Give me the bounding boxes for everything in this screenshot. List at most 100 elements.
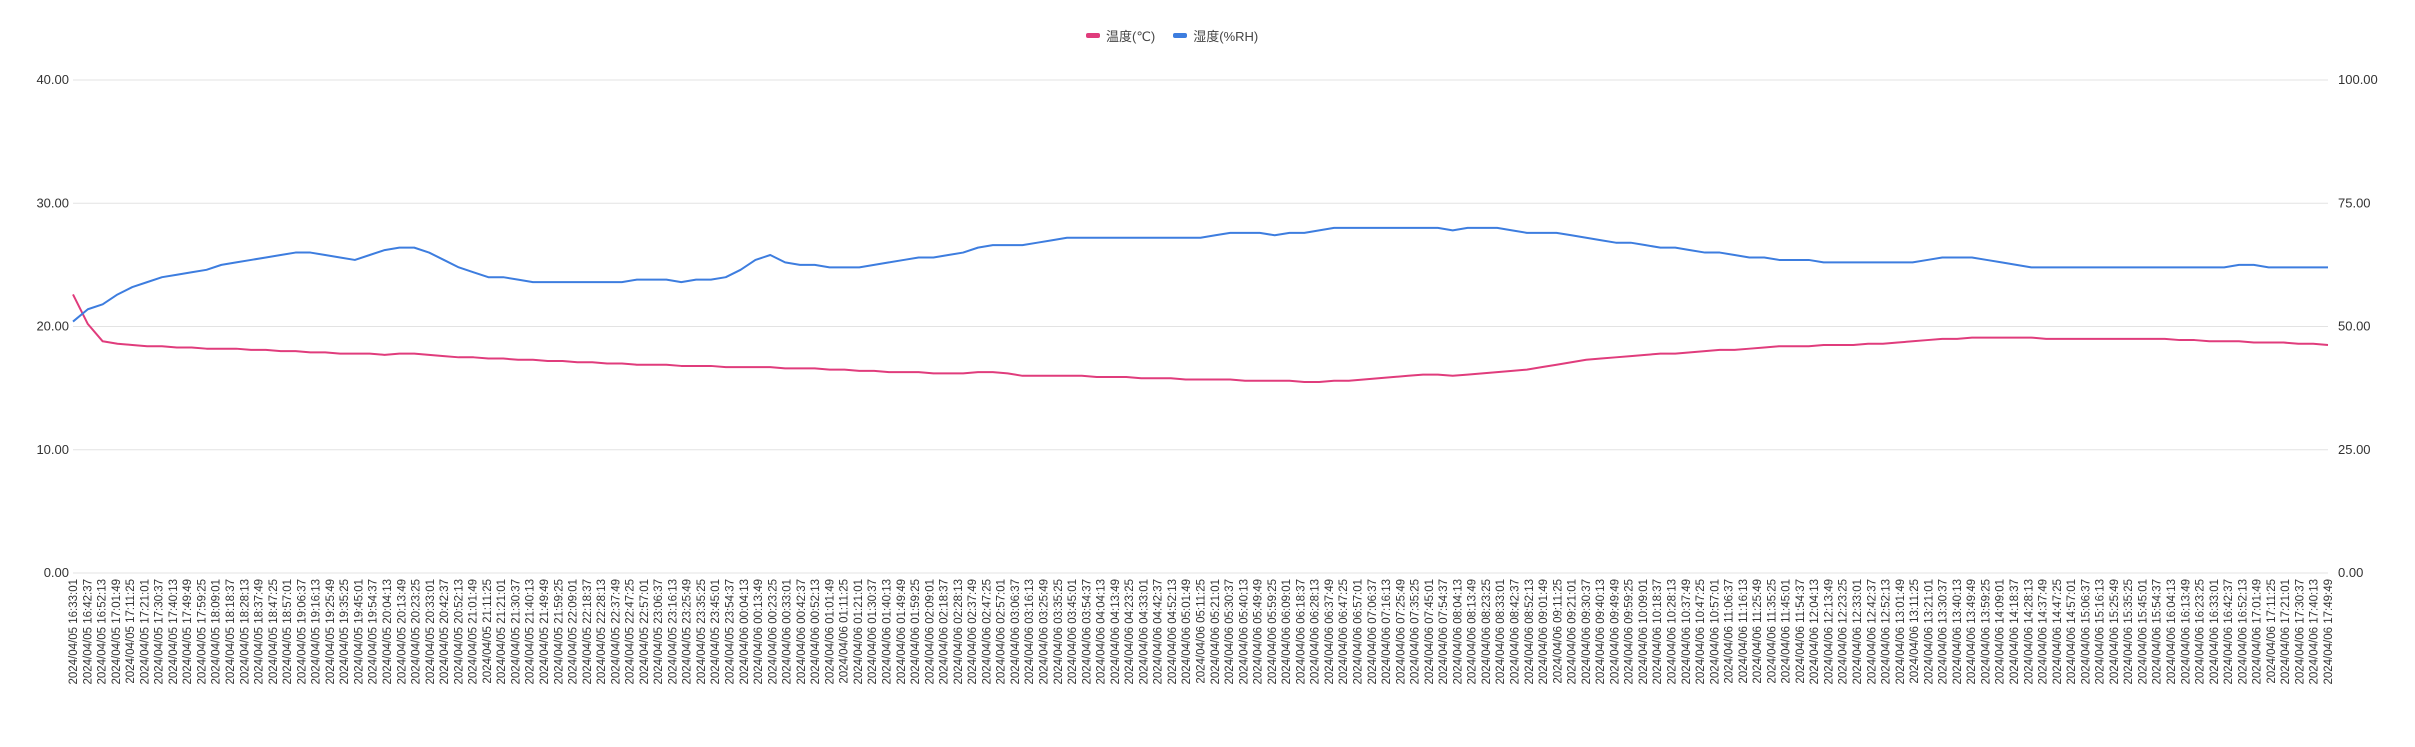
x-tick-label: 2024/04/06 14:18:37 [2009,579,2021,685]
x-tick-label: 2024/04/05 17:01:49 [111,579,123,685]
x-tick-label: 2024/04/06 02:57:01 [996,579,1008,685]
x-tick-label: 2024/04/06 01:30:37 [867,579,879,685]
x-tick-label: 2024/04/05 18:47:25 [268,579,280,685]
y-left-tick-label: 10.00 [36,442,69,457]
x-tick-label: 2024/04/06 06:37:49 [1324,579,1336,685]
x-tick-label: 2024/04/06 14:09:01 [1995,579,2007,685]
x-tick-label: 2024/04/06 09:49:49 [1609,579,1621,685]
x-tick-label: 2024/04/06 16:42:37 [2223,579,2235,685]
x-tick-label: 2024/04/06 03:35:25 [1053,579,1065,685]
x-tick-label: 2024/04/06 09:30:37 [1581,579,1593,685]
x-tick-label: 2024/04/06 05:21:01 [1210,579,1222,685]
legend-item-humidity[interactable]: 湿度(%RH) [1173,26,1258,45]
y-left-tick-label: 20.00 [36,319,69,334]
x-tick-label: 2024/04/05 23:54:37 [725,579,737,685]
legend-swatch-temperature [1086,33,1100,38]
x-tick-label: 2024/04/06 03:06:37 [1010,579,1022,685]
x-tick-label: 2024/04/06 03:25:49 [1039,579,1051,685]
x-tick-label: 2024/04/06 08:04:13 [1452,579,1464,685]
x-tick-label: 2024/04/06 05:40:13 [1238,579,1250,685]
x-tick-label: 2024/04/06 00:33:01 [782,579,794,685]
x-tick-label: 2024/04/06 13:11:25 [1909,579,1921,684]
x-tick-label: 2024/04/06 09:40:13 [1595,579,1607,685]
x-tick-label: 2024/04/06 04:33:01 [1138,579,1150,685]
x-tick-label: 2024/04/05 17:49:49 [182,579,194,685]
x-tick-label: 2024/04/05 20:33:01 [425,579,437,685]
x-tick-label: 2024/04/06 11:54:37 [1795,579,1807,684]
x-tick-label: 2024/04/05 18:18:37 [225,579,237,685]
x-tick-label: 2024/04/05 19:35:25 [339,579,351,685]
x-tick-label: 2024/04/06 13:49:49 [1966,579,1978,685]
x-tick-label: 2024/04/05 22:28:13 [596,579,608,685]
x-tick-label: 2024/04/06 02:47:25 [981,579,993,685]
x-tick-label: 2024/04/06 12:13:49 [1823,579,1835,685]
x-tick-label: 2024/04/05 22:47:25 [625,579,637,685]
x-tick-label: 2024/04/06 07:16:13 [1381,579,1393,685]
x-tick-label: 2024/04/06 13:01:49 [1895,579,1907,685]
x-tick-label: 2024/04/06 14:37:49 [2038,579,2050,685]
x-tick-label: 2024/04/05 21:49:49 [539,579,551,685]
x-tick-label: 2024/04/06 00:42:37 [796,579,808,685]
x-tick-label: 2024/04/05 16:33:01 [68,579,80,685]
x-tick-label: 2024/04/06 17:21:01 [2280,579,2292,685]
x-tick-label: 2024/04/06 06:28:13 [1310,579,1322,685]
x-tick-label: 2024/04/06 03:45:01 [1067,579,1079,685]
legend-swatch-humidity [1173,33,1188,38]
x-tick-label: 2024/04/06 15:25:49 [2109,579,2121,685]
x-tick-label: 2024/04/06 04:52:13 [1167,579,1179,685]
x-tick-label: 2024/04/06 01:11:25 [839,579,851,684]
x-tick-label: 2024/04/05 22:37:49 [610,579,622,685]
x-tick-label: 2024/04/05 20:04:13 [382,579,394,685]
x-tick-label: 2024/04/06 08:33:01 [1495,579,1507,685]
x-tick-label: 2024/04/05 23:06:37 [653,579,665,685]
x-tick-label: 2024/04/06 09:59:25 [1624,579,1636,685]
x-tick-label: 2024/04/06 13:59:25 [1980,579,1992,685]
x-tick-label: 2024/04/05 18:28:13 [239,579,251,685]
x-tick-label: 2024/04/06 04:13:49 [1110,579,1122,685]
x-tick-label: 2024/04/06 12:23:25 [1838,579,1850,685]
x-tick-label: 2024/04/05 23:25:49 [682,579,694,685]
y-left-tick-label: 30.00 [36,195,69,210]
x-tick-label: 2024/04/06 08:42:37 [1509,579,1521,685]
x-tick-label: 2024/04/06 10:37:49 [1681,579,1693,685]
x-tick-label: 2024/04/06 02:18:37 [939,579,951,685]
legend-label-temperature: 温度(℃) [1106,29,1156,44]
x-tick-label: 2024/04/06 07:45:01 [1424,579,1436,685]
x-tick-label: 2024/04/05 22:57:01 [639,579,651,685]
x-tick-label: 2024/04/06 16:33:01 [2209,579,2221,685]
x-tick-label: 2024/04/06 12:04:13 [1809,579,1821,685]
x-tick-label: 2024/04/06 15:35:25 [2123,579,2135,685]
x-tick-label: 2024/04/06 06:18:37 [1295,579,1307,685]
x-tick-label: 2024/04/05 21:59:25 [553,579,565,685]
x-tick-label: 2024/04/06 04:04:13 [1096,579,1108,685]
x-tick-label: 2024/04/05 19:45:01 [353,579,365,685]
x-tick-label: 2024/04/06 17:30:37 [2294,579,2306,685]
x-tick-label: 2024/04/06 10:09:01 [1638,579,1650,685]
x-tick-label: 2024/04/06 11:25:49 [1752,579,1764,684]
x-tick-label: 2024/04/06 08:23:25 [1481,579,1493,685]
x-tick-label: 2024/04/06 03:16:13 [1024,579,1036,685]
x-tick-label: 2024/04/06 08:52:13 [1524,579,1536,685]
x-tick-label: 2024/04/05 16:52:13 [97,579,109,685]
x-tick-label: 2024/04/06 00:23:25 [767,579,779,685]
x-tick-label: 2024/04/06 10:18:37 [1652,579,1664,685]
x-tick-label: 2024/04/06 08:13:49 [1467,579,1479,685]
y-right-tick-label: 0.00 [2338,565,2363,580]
x-tick-label: 2024/04/06 05:30:37 [1224,579,1236,685]
x-tick-label: 2024/04/05 19:16:13 [311,579,323,685]
x-tick-label: 2024/04/05 22:09:01 [568,579,580,685]
x-tick-label: 2024/04/05 23:16:13 [667,579,679,685]
legend-item-temperature[interactable]: 温度(℃) [1086,26,1155,45]
x-tick-label: 2024/04/06 02:09:01 [924,579,936,685]
y-right-tick-label: 25.00 [2338,442,2371,457]
x-tick-label: 2024/04/05 20:23:25 [411,579,423,685]
x-tick-label: 2024/04/05 20:52:13 [453,579,465,685]
x-tick-label: 2024/04/06 17:49:49 [2323,579,2335,685]
x-tick-label: 2024/04/06 01:21:01 [853,579,865,685]
chart-legend: 温度(℃) 湿度(%RH) [1086,26,1258,45]
x-tick-label: 2024/04/06 03:54:37 [1081,579,1093,685]
x-tick-label: 2024/04/06 07:25:49 [1395,579,1407,685]
x-tick-label: 2024/04/06 15:45:01 [2137,579,2149,685]
y-right-tick-label: 75.00 [2338,195,2371,210]
